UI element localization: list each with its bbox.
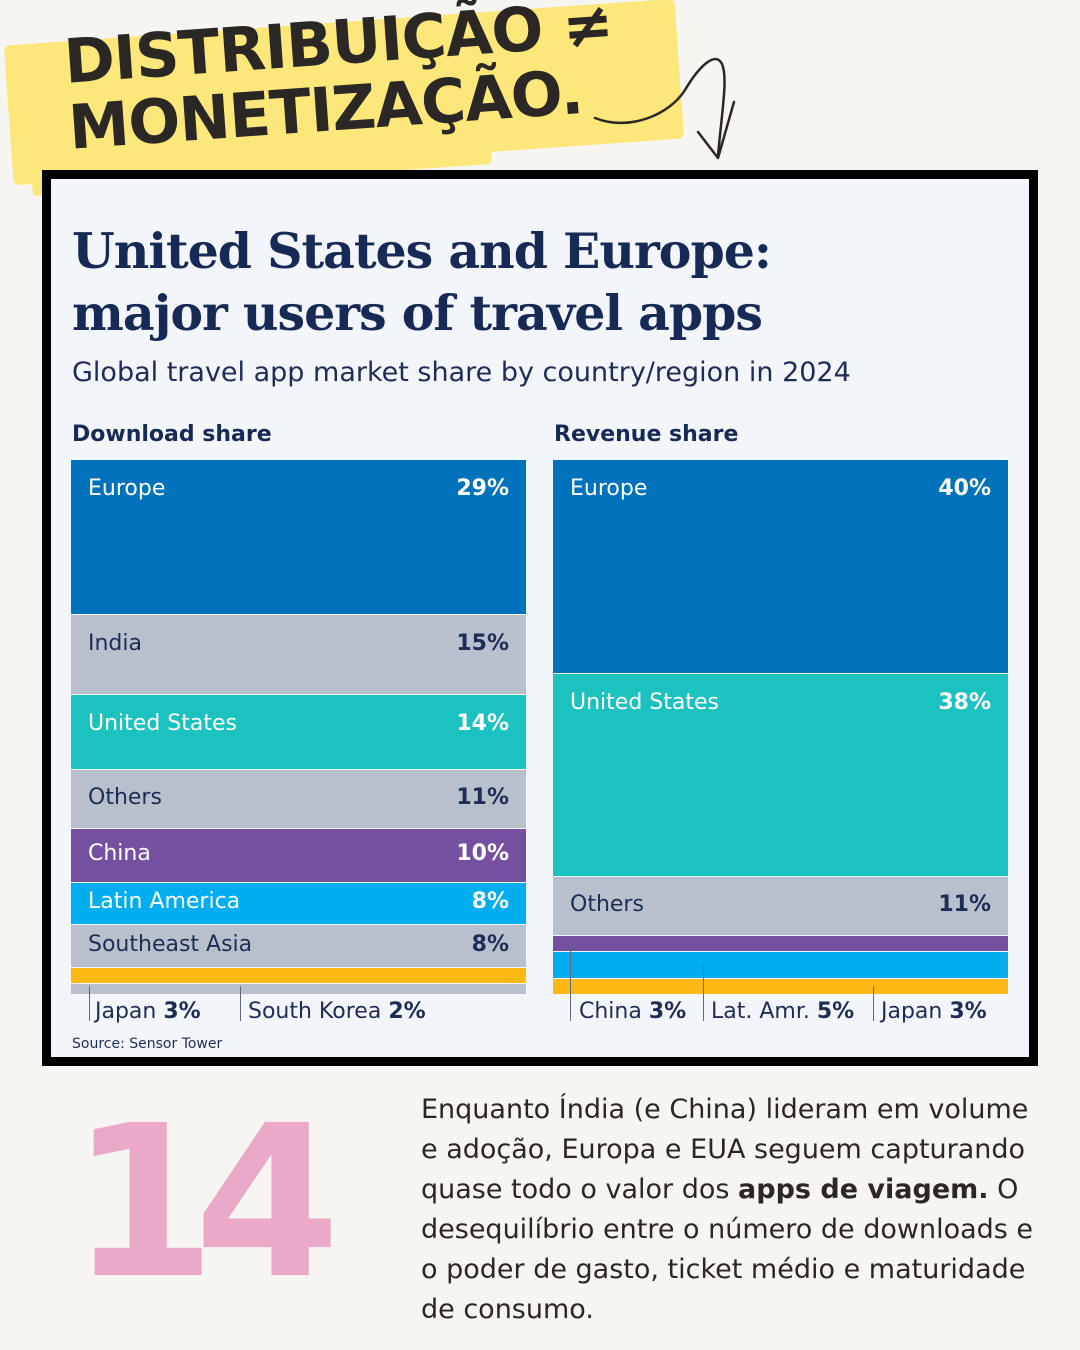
segment-value: 40% bbox=[938, 476, 991, 501]
bar-segment-china bbox=[553, 936, 1008, 952]
bar-segment-south-korea bbox=[71, 984, 526, 994]
bar-segment-lat-amr bbox=[553, 952, 1008, 978]
bar-segment-japan bbox=[71, 968, 526, 984]
segment-label: China bbox=[88, 840, 151, 866]
segment-label: Europe bbox=[570, 476, 648, 501]
body-text-bold: apps de viagem. bbox=[738, 1174, 989, 1205]
download-label-japan: Japan 3% bbox=[95, 999, 201, 1024]
download-share-heading: Download share bbox=[72, 422, 272, 447]
revenue-label-china-value: 3% bbox=[648, 999, 687, 1024]
page-number: 14 bbox=[70, 1080, 340, 1325]
leader-line bbox=[873, 986, 874, 1021]
body-text-1: Enquanto Índia (e China) lideram em volu… bbox=[421, 1094, 1029, 1205]
chart-subtitle: Global travel app market share by countr… bbox=[72, 357, 851, 388]
bar-segment-others: Others 11% bbox=[553, 877, 1008, 936]
revenue-share-heading: Revenue share bbox=[554, 422, 739, 447]
leader-line bbox=[570, 943, 571, 1021]
segment-label: United States bbox=[570, 690, 719, 715]
segment-label: Others bbox=[88, 784, 162, 810]
segment-label: Latin America bbox=[88, 889, 241, 915]
bar-segment-latin-america: Latin America 8% bbox=[71, 882, 526, 925]
revenue-label-latam: Lat. Amr. 5% bbox=[711, 999, 854, 1024]
revenue-label-china-name: China bbox=[579, 999, 642, 1024]
segment-label: Europe bbox=[88, 476, 166, 501]
segment-value: 8% bbox=[471, 889, 509, 915]
download-label-japan-name: Japan bbox=[95, 999, 157, 1024]
bar-segment-others: Others 11% bbox=[71, 770, 526, 829]
chart-title-line-2: major users of travel apps bbox=[72, 284, 763, 342]
bar-segment-europe: Europe 40% bbox=[553, 460, 1008, 673]
chart-source: Source: Sensor Tower bbox=[72, 1036, 223, 1052]
bar-segment-united-states: United States 38% bbox=[553, 674, 1008, 877]
bar-segment-europe: Europe 29% bbox=[71, 460, 526, 615]
leader-line bbox=[89, 986, 90, 1021]
segment-label: Southeast Asia bbox=[88, 931, 253, 957]
leader-line bbox=[240, 986, 241, 1021]
segment-label: India bbox=[88, 631, 142, 657]
segment-label: Others bbox=[570, 891, 644, 917]
download-label-south-korea-value: 2% bbox=[388, 999, 426, 1024]
download-label-south-korea: South Korea 2% bbox=[248, 999, 426, 1024]
curved-arrow-icon bbox=[593, 57, 736, 160]
bar-segment-china: China 10% bbox=[71, 829, 526, 882]
leader-line bbox=[703, 965, 704, 1021]
revenue-label-latam-name: Lat. Amr. bbox=[711, 999, 810, 1024]
segment-value: 8% bbox=[471, 931, 509, 957]
segment-value: 15% bbox=[456, 631, 509, 657]
download-label-japan-value: 3% bbox=[163, 999, 201, 1024]
bar-segment-southeast-asia: Southeast Asia 8% bbox=[71, 925, 526, 968]
revenue-label-latam-value: 5% bbox=[816, 999, 855, 1024]
bar-segment-japan bbox=[553, 978, 1008, 994]
segment-label: United States bbox=[88, 711, 237, 737]
download-label-south-korea-name: South Korea bbox=[248, 999, 382, 1024]
revenue-label-japan: Japan 3% bbox=[881, 999, 987, 1024]
bar-segment-india: India 15% bbox=[71, 615, 526, 695]
segment-value: 29% bbox=[456, 476, 509, 501]
body-text-2: O desequilíbrio entre o número de downlo… bbox=[421, 1174, 1034, 1325]
segment-value: 11% bbox=[938, 891, 991, 917]
revenue-label-japan-value: 3% bbox=[949, 999, 987, 1024]
chart-title: United States and Europe: major users of… bbox=[72, 220, 772, 344]
revenue-label-china: China 3% bbox=[579, 999, 686, 1024]
revenue-label-japan-name: Japan bbox=[881, 999, 943, 1024]
bar-segment-united-states: United States 14% bbox=[71, 695, 526, 770]
body-paragraph: Enquanto Índia (e China) lideram em volu… bbox=[421, 1090, 1041, 1330]
segment-value: 14% bbox=[456, 711, 509, 737]
segment-value: 10% bbox=[456, 840, 509, 866]
segment-value: 11% bbox=[456, 784, 509, 810]
segment-value: 38% bbox=[938, 690, 991, 715]
chart-title-line-1: United States and Europe: bbox=[72, 222, 772, 280]
